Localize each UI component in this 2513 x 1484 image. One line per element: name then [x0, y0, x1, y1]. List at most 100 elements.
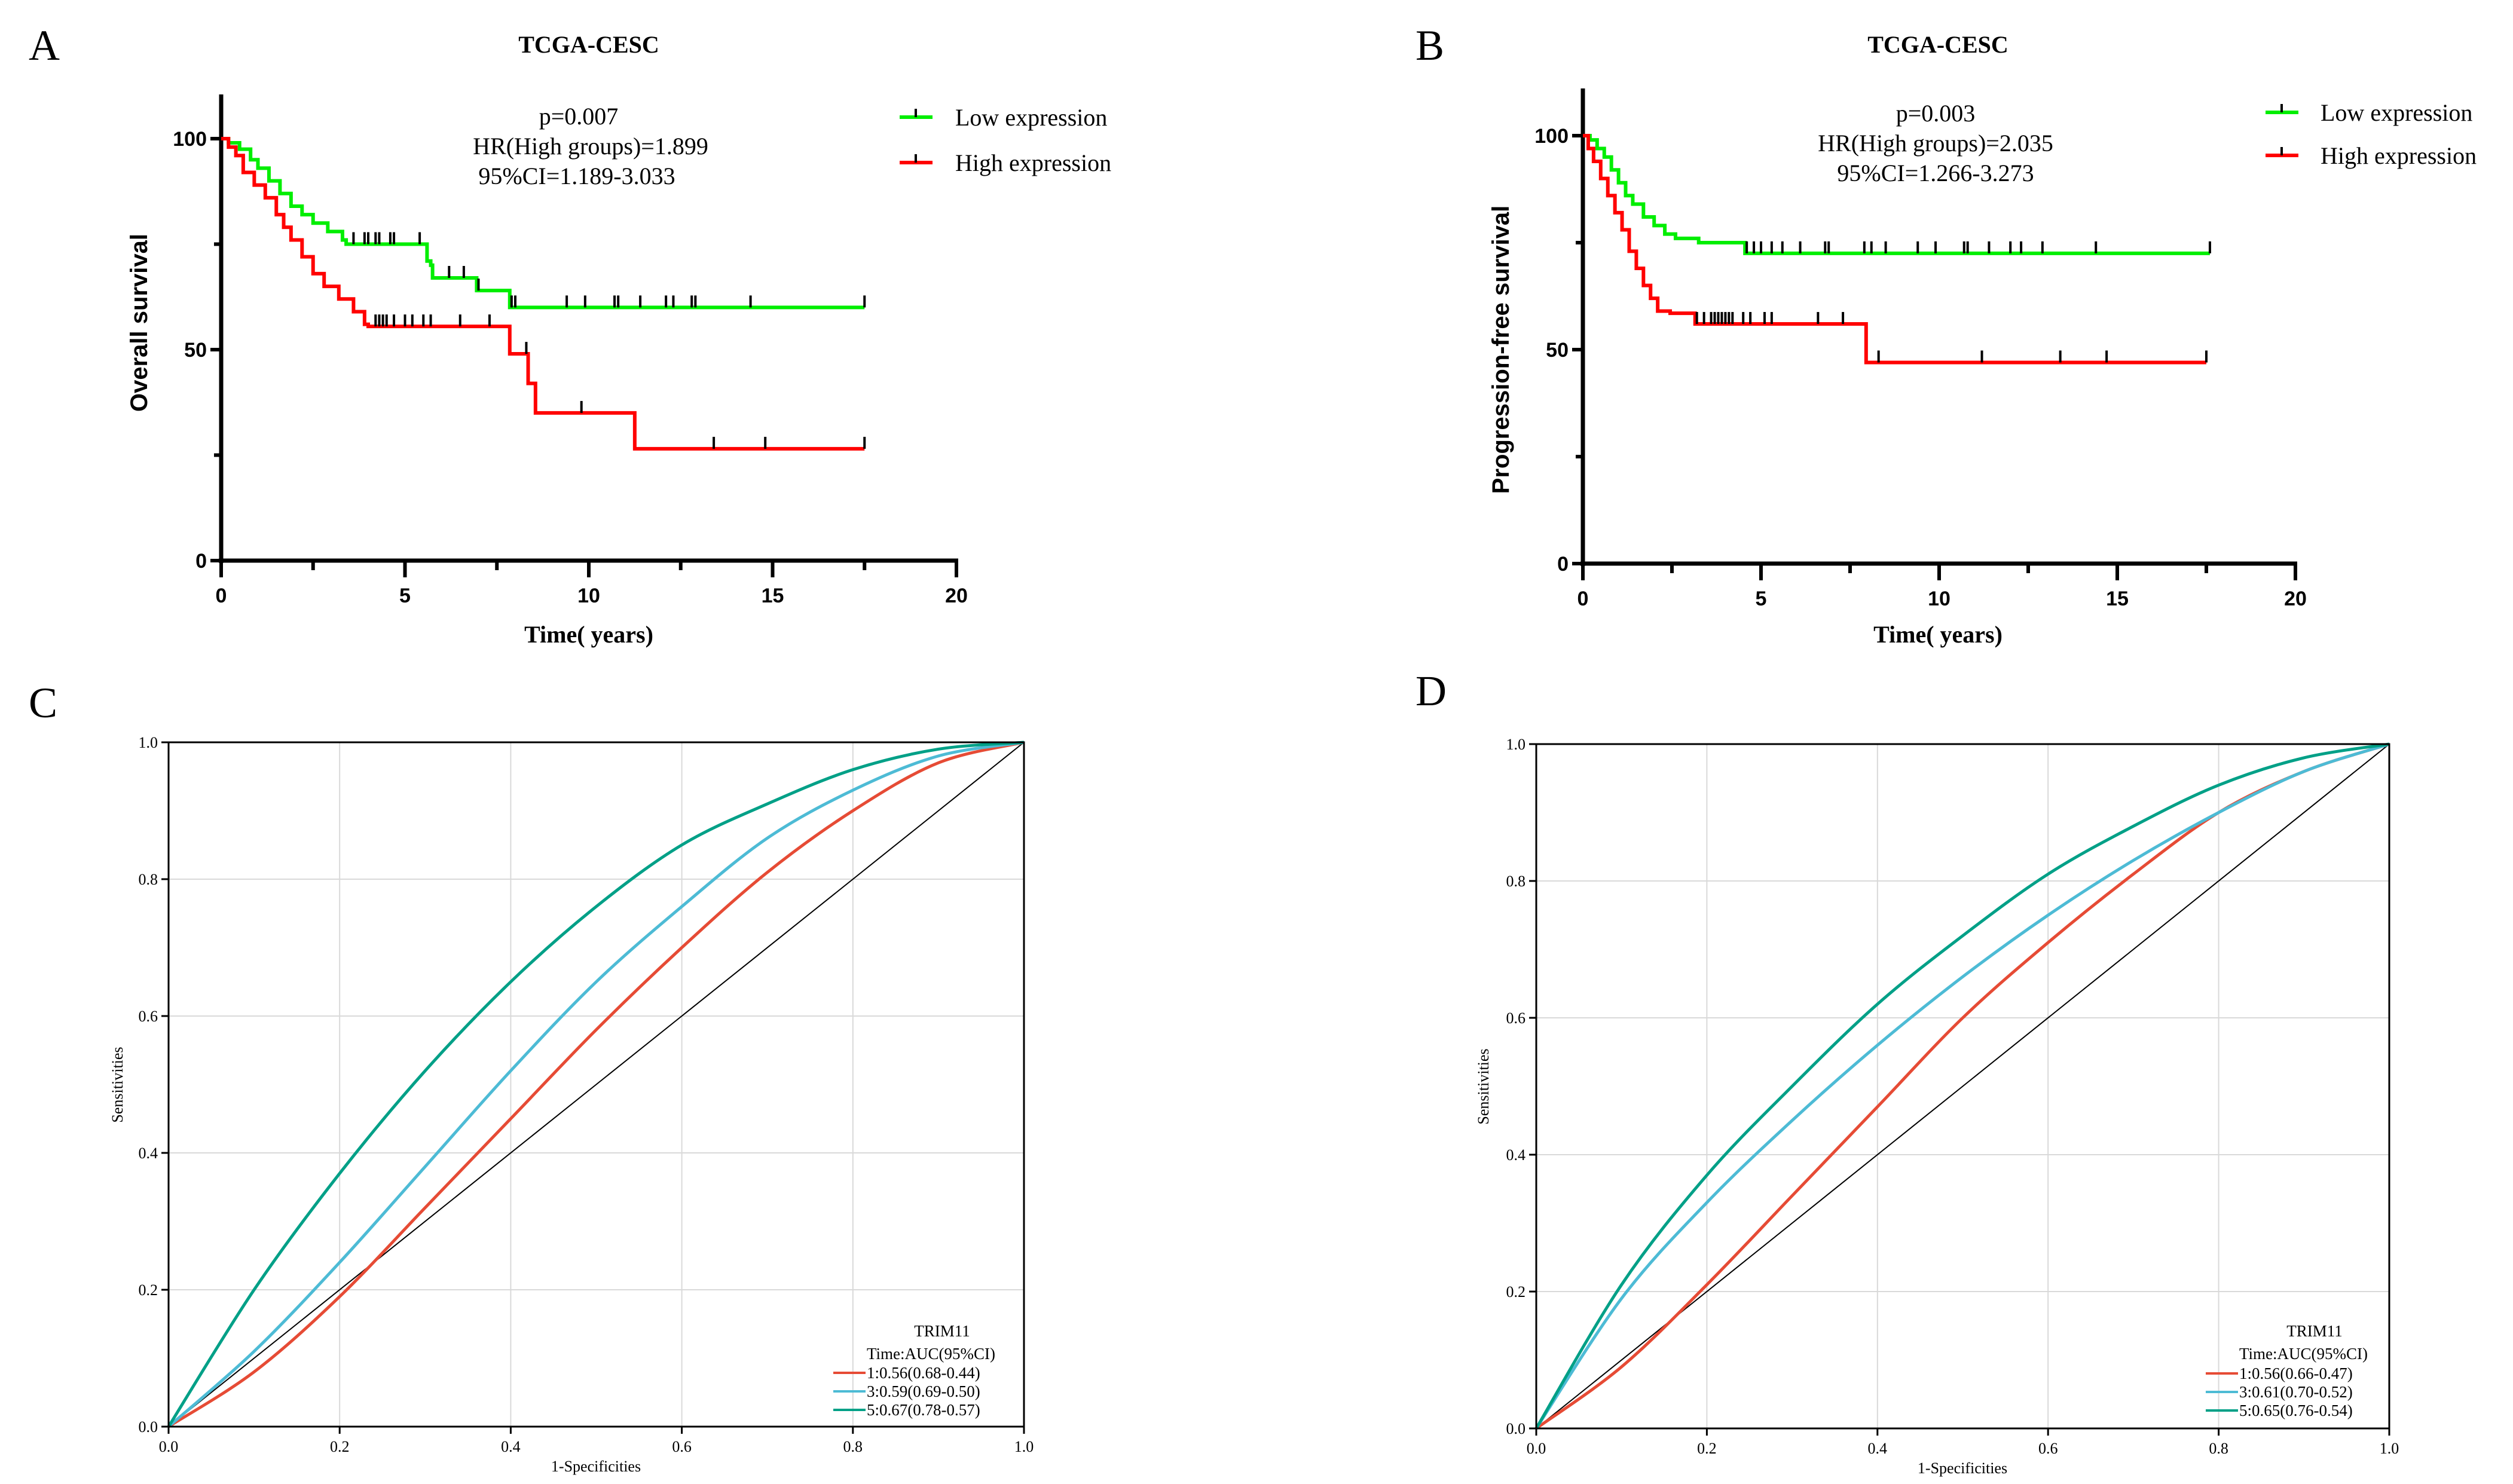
- roc-curve-3yr: [167, 741, 1025, 1428]
- legend-item-high-expression: High expression: [2266, 142, 2477, 169]
- x-tick-label: 0.0: [159, 1438, 179, 1455]
- hazard-ratio: HR(High groups)=2.035: [1818, 130, 2053, 157]
- legend-label-3yr: 3:0.61(0.70-0.52): [2239, 1383, 2353, 1401]
- x-tick-label: 5: [1756, 588, 1767, 610]
- x-tick-label: 20: [2284, 588, 2307, 610]
- x-tick-label: 0.2: [330, 1438, 350, 1455]
- y-axis-label: Sensitivities: [1475, 1048, 1492, 1124]
- x-tick-label: 1.0: [2380, 1440, 2399, 1457]
- y-tick-label: 0.4: [1506, 1146, 1526, 1164]
- legend-label-low: Low expression: [2321, 99, 2472, 126]
- plot-frame: [1535, 743, 2390, 1430]
- axes: 0.0 0.2 0.4 0.6 0.8 1.0 0.0 0.2 0.4 0.6 0.8 1.0: [139, 734, 1034, 1455]
- y-tick-label: 0.4: [139, 1145, 158, 1162]
- roc-curve-5yr: [1534, 742, 2390, 1430]
- y-tick-label: 1.0: [1506, 736, 1526, 753]
- legend: TRIM11 Time:AUC(95%CI) 1:0.56(0.66-0.47)…: [2206, 1322, 2368, 1419]
- legend-item-high-expression: High expression: [900, 149, 1111, 176]
- y-tick-label: 0: [1557, 553, 1569, 576]
- reference-diagonal: [168, 742, 1025, 1427]
- survival-curves: [1583, 134, 2211, 365]
- roc-curve-3yr: [1534, 742, 2390, 1430]
- x-tick-label: 0.8: [2209, 1440, 2228, 1457]
- roc-curves: [167, 741, 1025, 1428]
- legend-item-low-expression: Low expression: [2266, 99, 2472, 126]
- chart-title: TCGA-CESC: [1867, 31, 2008, 58]
- curve-low-expression: [1583, 134, 2210, 255]
- chart-title: TCGA-CESC: [518, 31, 659, 58]
- km-panel-overall-survival: TCGA-CESC p=0.007 HR(High groups)=1.899 …: [126, 31, 1111, 648]
- legend-label-5yr: 5:0.65(0.76-0.54): [2239, 1402, 2353, 1419]
- roc-panel-d: 0.0 0.2 0.4 0.6 0.8 1.0 0.0 0.2 0.4 0.6 0.8 1.0 Sen…: [1475, 736, 2399, 1477]
- x-axis-label: Time( years): [1873, 621, 2003, 648]
- y-tick-label: 0.2: [1506, 1283, 1526, 1301]
- p-value: p=0.003: [1896, 100, 1976, 127]
- y-tick-label: 0.6: [1506, 1009, 1526, 1027]
- y-tick-label: 100: [173, 128, 207, 151]
- confidence-interval: 95%CI=1.266-3.273: [1837, 160, 2034, 186]
- x-tick-label: 15: [2106, 588, 2129, 610]
- grid: [169, 742, 1024, 1427]
- legend-subtitle: Time:AUC(95%CI): [2239, 1345, 2368, 1363]
- y-tick-label: 0.8: [1506, 873, 1526, 890]
- panel-letter-b: B: [1416, 22, 1444, 69]
- plot-frame: [167, 741, 1025, 1428]
- y-tick-label: 0.2: [139, 1281, 158, 1299]
- x-tick-label: 0.6: [672, 1438, 692, 1455]
- legend-item-low-expression: Low expression: [900, 104, 1107, 131]
- y-tick-label: 0.8: [139, 871, 158, 888]
- stats-annotation: p=0.007 HR(High groups)=1.899 95%CI=1.18…: [473, 103, 708, 189]
- legend-label-low: Low expression: [955, 104, 1107, 131]
- x-tick-label: 15: [762, 585, 784, 607]
- legend: Low expression High expression: [2266, 99, 2477, 169]
- panel-letter-d: D: [1416, 667, 1447, 715]
- legend-title: TRIM11: [2286, 1322, 2343, 1340]
- legend-label-1yr: 1:0.56(0.68-0.44): [867, 1364, 980, 1382]
- axes: 0 5 10 15 20 0 50 100: [1534, 88, 2307, 610]
- x-tick-label: 0.2: [1697, 1440, 1717, 1457]
- y-axis-label: Overall survival: [126, 234, 152, 412]
- x-tick-label: 5: [399, 585, 411, 607]
- y-axis-label: Sensitivities: [109, 1047, 126, 1122]
- y-tick-label: 100: [1534, 125, 1569, 148]
- x-axis-label: Time( years): [524, 621, 653, 648]
- y-tick-label: 50: [184, 339, 207, 362]
- axes: 0 5 10 15 20 0 50 100: [173, 94, 968, 607]
- roc-curve-1yr: [167, 741, 1025, 1428]
- curve-low-expression: [221, 137, 865, 310]
- roc-curve-5yr: [167, 741, 1025, 1428]
- x-tick-label: 0: [1577, 588, 1589, 610]
- y-tick-label: 0.0: [1506, 1420, 1526, 1437]
- legend-label-3yr: 3:0.59(0.69-0.50): [867, 1382, 980, 1400]
- axes: 0.0 0.2 0.4 0.6 0.8 1.0 0.0 0.2 0.4 0.6 0.8 1.0: [1506, 736, 2399, 1457]
- x-tick-label: 1.0: [1014, 1438, 1034, 1455]
- x-tick-label: 0: [216, 585, 227, 607]
- panel-letter-c: C: [29, 679, 57, 727]
- survival-curves: [221, 137, 866, 451]
- grid: [1536, 744, 2389, 1428]
- legend-subtitle: Time:AUC(95%CI): [867, 1345, 995, 1363]
- x-tick-label: 10: [1928, 588, 1951, 610]
- curve-high-expression: [1583, 134, 2206, 365]
- x-tick-label: 20: [945, 585, 968, 607]
- legend-label-1yr: 1:0.56(0.66-0.47): [2239, 1364, 2353, 1382]
- legend: TRIM11 Time:AUC(95%CI) 1:0.56(0.68-0.44)…: [833, 1322, 995, 1419]
- km-panel-progression-free-survival: TCGA-CESC p=0.003 HR(High groups)=2.035 …: [1488, 31, 2477, 648]
- y-tick-label: 50: [1546, 339, 1569, 362]
- legend-label-high: High expression: [955, 149, 1111, 176]
- y-axis-label: Progression-free survival: [1488, 206, 1514, 494]
- y-tick-label: 0.6: [139, 1008, 158, 1025]
- legend-title: TRIM11: [914, 1322, 970, 1340]
- x-tick-label: 0.0: [1527, 1440, 1546, 1457]
- x-tick-label: 0.4: [501, 1438, 521, 1455]
- y-tick-label: 0.0: [139, 1418, 158, 1436]
- confidence-interval: 95%CI=1.189-3.033: [478, 163, 675, 189]
- roc-panel-c: 0.0 0.2 0.4 0.6 0.8 1.0 0.0 0.2 0.4 0.6 0.8 1.0 Sen…: [109, 734, 1034, 1475]
- legend-label-5yr: 5:0.67(0.78-0.57): [867, 1401, 980, 1419]
- hazard-ratio: HR(High groups)=1.899: [473, 133, 708, 160]
- roc-curves: [1534, 742, 2390, 1430]
- x-axis-label: 1-Specificities: [1918, 1459, 2007, 1477]
- x-tick-label: 10: [577, 585, 600, 607]
- x-tick-label: 0.6: [2038, 1440, 2058, 1457]
